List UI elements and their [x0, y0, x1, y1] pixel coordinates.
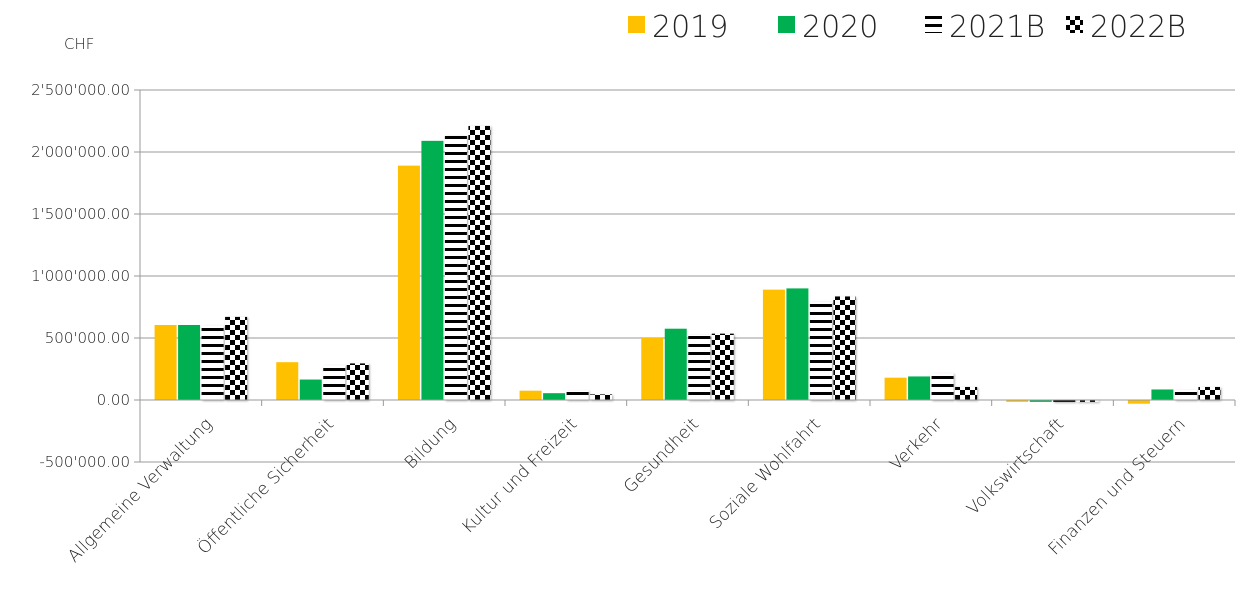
y-tick-label: 0.00 [97, 391, 130, 409]
x-category-label: Volkswirtschaft [963, 414, 1068, 519]
y-tick-label: 500'000.00 [45, 329, 130, 347]
y-tick-label: 2'500'000.00 [31, 81, 130, 99]
x-category-label: Öffentliche Sicherheit [192, 413, 338, 559]
bar-2019 [641, 338, 664, 400]
bar-2022B [590, 394, 613, 400]
bar-2019 [397, 165, 420, 400]
x-category-label: Kultur und Freizeit [458, 414, 581, 537]
bar-2019 [154, 324, 177, 400]
bar-2019 [762, 289, 785, 400]
y-tick-label: 2'000'000.00 [31, 143, 130, 161]
bar-2021B [688, 334, 711, 400]
bar-2019 [276, 362, 299, 400]
y-axis-ticks: -500'000.00 0.00 500'000.00 1'000'000.00 1'5… [31, 81, 141, 471]
bar-2020 [421, 140, 444, 400]
legend-label: 2022B [1090, 10, 1186, 45]
bar-2019 [884, 377, 907, 400]
legend-label: 2019 [652, 10, 728, 45]
bar-2020 [1151, 389, 1174, 400]
legend-label: 2020 [802, 10, 878, 45]
bar-2020 [1029, 400, 1052, 402]
bar-2019 [1127, 400, 1150, 404]
bar-2020 [664, 328, 687, 400]
bar-2022B [1076, 400, 1099, 402]
bar-2021B [201, 325, 224, 400]
bar-2021B [566, 390, 589, 400]
bar-2019 [1006, 400, 1029, 402]
bar-2021B [931, 373, 954, 400]
legend-swatch-2021B [925, 16, 942, 33]
legend-swatch-2019 [628, 16, 645, 33]
bar-2022B [1198, 386, 1221, 400]
bar-2021B [323, 365, 346, 400]
y-unit-label: CHF [64, 35, 94, 53]
y-tick-label: 1'500'000.00 [31, 205, 130, 223]
bar-2022B [225, 316, 248, 400]
bar-2020 [908, 376, 931, 400]
legend-swatch-2022B [1066, 16, 1083, 33]
bar-2019 [519, 390, 542, 400]
x-category-label: Gesundheit [620, 414, 703, 497]
bar-2022B [955, 386, 978, 400]
bar-2020 [543, 393, 566, 400]
bars [154, 125, 1221, 404]
gridlines [140, 89, 1235, 463]
bar-2021B [1053, 400, 1076, 402]
bar-2022B [833, 296, 856, 400]
bar-2022B [346, 363, 369, 400]
x-category-label: Finanzen und Steuern [1045, 414, 1190, 559]
bar-2020 [178, 324, 201, 400]
x-category-label: Bildung [401, 414, 460, 473]
bar-2021B [444, 135, 467, 400]
bar-2020 [299, 379, 322, 400]
bar-2021B [809, 302, 832, 400]
bar-2020 [786, 288, 809, 400]
legend-swatch-2020 [778, 16, 795, 33]
y-tick-label: -500'000.00 [39, 453, 130, 471]
x-category-label: Verkehr [886, 414, 946, 474]
bar-2022B [711, 333, 734, 400]
y-tick-label: 1'000'000.00 [31, 267, 130, 285]
legend-label: 2021B [949, 10, 1045, 45]
x-category-label: Soziale Wohlfahrt [706, 414, 825, 533]
x-axis [139, 399, 1236, 406]
legend: 2019 2020 2021B 2022B [628, 10, 1186, 45]
bar-2021B [1174, 390, 1197, 400]
bar-2022B [468, 125, 491, 401]
